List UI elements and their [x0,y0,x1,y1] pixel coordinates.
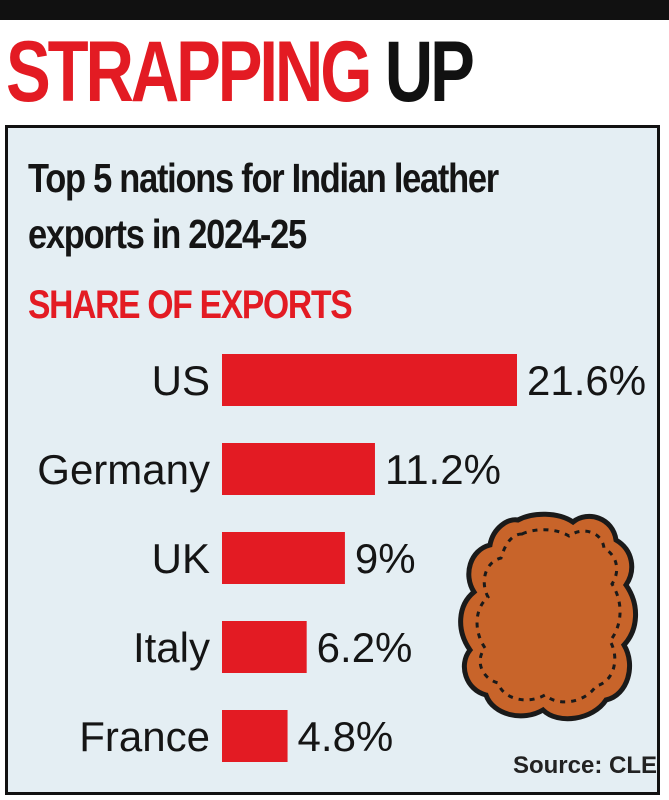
value-label: 6.2% [317,624,413,671]
section-label: SHARE OF EXPORTS [28,283,353,327]
headline-word-up: UP [384,24,475,120]
bar [222,532,345,584]
headline-word-strapping: STRAPPING [6,24,372,120]
category-label: Italy [133,624,210,671]
bar [222,443,375,495]
value-label: 9% [355,535,416,582]
category-label: US [152,357,210,404]
leather-hide-icon [458,511,639,722]
headline: STRAPPING UP [6,22,518,122]
leather-hide-stitching [475,528,622,704]
category-label: UK [152,535,210,582]
subtitle-line-1: Top 5 nations for Indian leather [28,155,499,201]
value-label: 11.2% [385,446,501,493]
value-label: 21.6% [527,357,646,404]
subtitle-line-2: exports in 2024-25 [28,211,307,257]
top-rule [0,0,669,20]
leather-hide-shape [458,511,639,722]
bar [222,354,517,406]
subtitle: Top 5 nations for Indian leather exports… [28,150,549,262]
category-label: France [79,713,210,760]
value-label: 4.8% [298,713,394,760]
source-credit: Source: CLE [512,752,657,779]
category-label: Germany [37,446,210,493]
bar [222,710,288,762]
bar [222,621,307,673]
